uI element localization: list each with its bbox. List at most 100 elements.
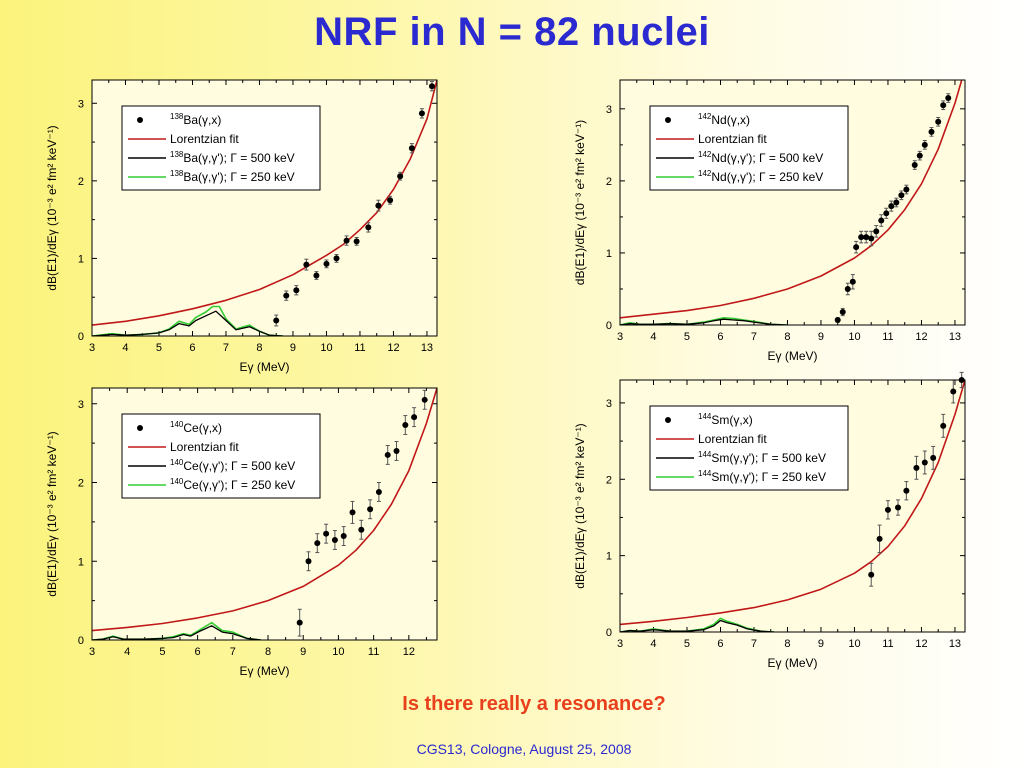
data-point <box>873 228 880 235</box>
data-point <box>387 197 394 204</box>
x-tick-label: 6 <box>189 342 195 354</box>
x-tick-label: 5 <box>684 331 690 343</box>
x-tick-label: 9 <box>290 342 296 354</box>
y-tick-label: 2 <box>78 176 84 188</box>
legend-label: 142Nd(γ,γ'); Γ = 250 keV <box>698 169 823 184</box>
data-point <box>408 145 415 152</box>
x-tick-label: 6 <box>195 646 201 658</box>
lorentzian-fit-curve <box>620 80 963 319</box>
x-tick-label: 4 <box>650 331 656 343</box>
x-tick-label: 12 <box>403 646 415 658</box>
y-tick-label: 0 <box>606 320 612 332</box>
data-point <box>313 272 320 279</box>
data-point <box>884 506 891 513</box>
x-tick-label: 7 <box>751 638 757 650</box>
y-tick-label: 3 <box>78 98 84 110</box>
data-point <box>878 217 885 224</box>
data-point <box>323 260 330 267</box>
data-point <box>895 504 902 511</box>
y-tick-label: 1 <box>78 253 84 265</box>
x-axis-title: Eγ (MeV) <box>767 656 817 670</box>
data-point <box>903 186 910 193</box>
data-point <box>273 317 280 324</box>
gamma-500-curve <box>620 619 775 632</box>
x-tick-label: 13 <box>949 638 961 650</box>
legend-label: Lorentzian fit <box>170 440 239 454</box>
x-tick-label: 3 <box>89 646 95 658</box>
legend-box <box>121 413 321 499</box>
data-point <box>293 287 300 294</box>
lorentzian-fit-curve <box>92 80 437 326</box>
data-point <box>940 102 947 109</box>
data-point <box>365 224 372 231</box>
x-tick-label: 4 <box>650 638 656 650</box>
y-tick-label: 2 <box>606 176 612 188</box>
data-point <box>323 530 330 537</box>
data-point <box>898 192 905 199</box>
y-tick-label: 3 <box>78 399 84 411</box>
data-point <box>402 422 409 429</box>
data-point <box>384 451 391 458</box>
y-tick-label: 0 <box>78 635 84 647</box>
data-point <box>367 506 374 513</box>
x-tick-label: 8 <box>265 646 271 658</box>
gamma-500-curve <box>92 310 283 336</box>
data-point <box>340 533 347 540</box>
legend-marker <box>137 425 143 431</box>
x-tick-label: 7 <box>223 342 229 354</box>
chart-panel-nd142: 3 4 5 6 7 8 9 10 11 12 13 0 1 2 3 142Nd(γ,x) Lorentzian … <box>565 76 970 376</box>
x-tick-label: 5 <box>156 342 162 354</box>
data-point <box>883 210 890 217</box>
x-tick-label: 6 <box>717 331 723 343</box>
data-point <box>876 535 883 542</box>
x-tick-label: 8 <box>784 331 790 343</box>
y-tick-label: 2 <box>78 478 84 490</box>
x-tick-label: 4 <box>122 342 128 354</box>
x-tick-label: 8 <box>784 638 790 650</box>
footer-text: CGS13, Cologne, August 25, 2008 <box>416 741 632 757</box>
data-point <box>375 202 382 209</box>
legend-label: 140Ce(γ,γ'); Γ = 500 keV <box>170 458 295 473</box>
slide-title: NRF in N = 82 nuclei <box>314 10 710 54</box>
data-point <box>331 536 338 543</box>
y-tick-label: 0 <box>78 331 84 343</box>
y-tick-label: 3 <box>606 398 612 410</box>
legend-box <box>649 405 849 491</box>
x-tick-label: 8 <box>256 342 262 354</box>
data-point <box>305 558 312 565</box>
data-point <box>303 261 310 268</box>
data-point <box>888 203 895 210</box>
y-tick-label: 0 <box>606 627 612 639</box>
legend-marker <box>665 117 671 123</box>
data-point <box>928 128 935 135</box>
legend-box <box>121 105 321 191</box>
y-tick-label: 1 <box>78 556 84 568</box>
data-point <box>913 464 920 471</box>
data-point <box>296 619 303 626</box>
y-axis-title: dB(E1)/dEγ (10⁻³ e² fm² keV⁻¹) <box>45 431 59 596</box>
x-tick-label: 3 <box>617 331 623 343</box>
data-point <box>411 414 418 421</box>
legend-label: 144Sm(γ,x) <box>698 412 753 427</box>
chart-svg: 3 4 5 6 7 8 9 10 11 12 130123142Nd(γ,x)Lorentzian … <box>573 79 966 363</box>
data-point <box>849 278 856 285</box>
y-axis-title: dB(E1)/dEγ (10⁻³ e² fm² keV⁻¹) <box>573 120 587 285</box>
data-point <box>921 459 928 466</box>
data-point <box>930 454 937 461</box>
data-point <box>333 255 340 262</box>
x-axis-title: Eγ (MeV) <box>239 664 289 678</box>
data-point <box>916 152 923 159</box>
plot-frame <box>619 379 966 633</box>
chart-panel-ba138: 3 4 5 6 7 8 9 10 11 12 13 0 1 2 3 138Ba(γ,x) Lorentzian … <box>40 76 440 386</box>
gamma-500-curve <box>92 625 262 640</box>
x-tick-label: 10 <box>848 638 860 650</box>
x-tick-label: 11 <box>368 646 379 658</box>
data-point <box>868 571 875 578</box>
x-axis-title: Eγ (MeV) <box>239 360 289 374</box>
plot-frame <box>91 387 438 641</box>
x-tick-label: 5 <box>159 646 165 658</box>
y-tick-label: 1 <box>606 248 612 260</box>
data-point <box>393 448 400 454</box>
x-tick-label: 9 <box>300 646 306 658</box>
